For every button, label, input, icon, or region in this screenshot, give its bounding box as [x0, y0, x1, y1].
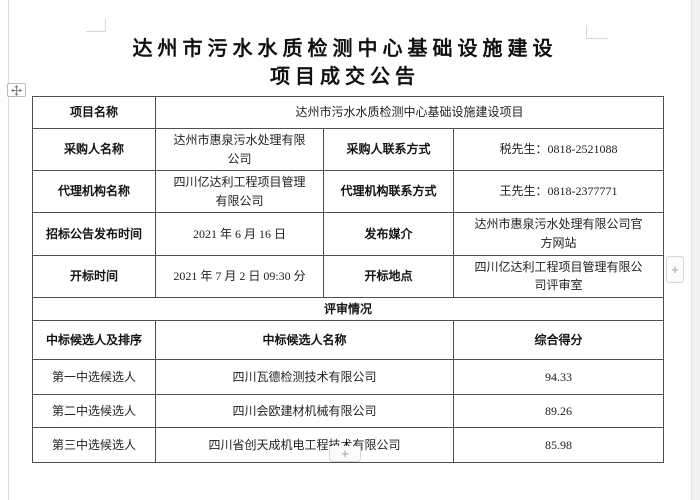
table-cell[interactable]: 第三中选候选人 — [32, 427, 156, 464]
table-row: 中标候选人及排序 中标候选人名称 综合得分 — [32, 320, 664, 361]
table-row: 开标时间 2021 年 7 月 2 日 09:30 分开标地点 四川亿达利工程项目管… — [32, 254, 664, 298]
table-row: 第一中选候选人 四川瓦德检测技术有限公司 94.33 — [32, 359, 664, 396]
table-cell[interactable]: 中标候选人及排序 — [32, 320, 156, 361]
add-row-button[interactable]: + — [329, 446, 361, 462]
table-cell[interactable]: 89.26 — [453, 394, 664, 429]
table-cell[interactable]: 王先生：0818-2377771 — [453, 170, 664, 214]
table-cell[interactable]: 四川省创天成机电工程技术有限公司 — [155, 427, 454, 464]
table-row: 招标公告发布时间 2021 年 6 月 16 日发布媒介 达州市惠泉污水处理有限公司… — [32, 212, 664, 256]
margin-mark-top-right — [586, 25, 587, 39]
document-title-line1[interactable]: 达州市污水水质检测中心基础设施建设 — [132, 38, 558, 60]
table-cell[interactable]: 综合得分 — [453, 320, 664, 361]
table-cell[interactable]: 开标地点 — [323, 254, 454, 298]
table-cell[interactable]: 达州市惠泉污水处理有限公司官方网站 — [453, 212, 664, 256]
table-cell[interactable]: 四川瓦德检测技术有限公司 — [155, 359, 454, 396]
table-cell[interactable]: 采购人联系方式 — [323, 127, 454, 172]
announcement-table[interactable]: 项目名称 达州市污水水质检测中心基础设施建设项目 采购人名称 达州市惠泉污水处理有限公… — [32, 96, 664, 464]
table-cell[interactable]: 开标时间 — [32, 254, 156, 298]
page-left-edge — [8, 0, 9, 500]
table-cell[interactable]: 94.33 — [453, 359, 664, 396]
table-row: 第二中选候选人 四川会欧建材机械有限公司 89.26 — [32, 394, 664, 429]
table-cell[interactable]: 代理机构联系方式 — [323, 170, 454, 214]
table-cell[interactable]: 四川亿达利工程项目管理有限公司 — [155, 170, 324, 214]
table-cell[interactable]: 达州市惠泉污水处理有限公司 — [155, 127, 324, 172]
canvas-right-gutter — [691, 0, 700, 500]
table-cell[interactable]: 采购人名称 — [32, 127, 156, 172]
table-cell[interactable]: 评审情况 — [32, 296, 664, 322]
table-cell[interactable]: 2021 年 7 月 2 日 09:30 分 — [155, 254, 324, 298]
table-cell[interactable]: 招标公告发布时间 — [32, 212, 156, 256]
table-row: 项目名称 达州市污水水质检测中心基础设施建设项目 — [32, 96, 664, 129]
table-cell[interactable]: 85.98 — [453, 427, 664, 464]
table-cell[interactable]: 发布媒介 — [323, 212, 454, 256]
table-cell[interactable]: 项目名称 — [32, 96, 156, 129]
margin-mark-top-left — [86, 31, 106, 32]
table-cell[interactable]: 四川亿达利工程项目管理有限公司评审室 — [453, 254, 664, 298]
document-title[interactable]: 达州市污水水质检测中心基础设施建设 项目成交公告 — [0, 35, 690, 91]
move-cross-icon — [11, 84, 22, 96]
table-cell[interactable]: 2021 年 6 月 16 日 — [155, 212, 324, 256]
table-row: 代理机构名称 四川亿达利工程项目管理有限公司 代理机构联系方式 王先生：0818-23… — [32, 170, 664, 214]
table-cell[interactable]: 第二中选候选人 — [32, 394, 156, 429]
table-row: 评审情况 — [32, 296, 664, 322]
margin-mark-top-left — [105, 19, 106, 32]
table-cell[interactable]: 代理机构名称 — [32, 170, 156, 214]
table-row: 采购人名称 达州市惠泉污水处理有限公司 采购人联系方式 税先生：0818-252108… — [32, 127, 664, 172]
table-cell[interactable]: 达州市污水水质检测中心基础设施建设项目 — [155, 96, 664, 129]
table-cell[interactable]: 中标候选人名称 — [155, 320, 454, 361]
table-move-handle[interactable] — [7, 83, 26, 97]
table-cell[interactable]: 税先生：0818-2521088 — [453, 127, 664, 172]
table-row: 第三中选候选人 四川省创天成机电工程技术有限公司 85.98 — [32, 427, 664, 464]
table-cell[interactable]: 四川会欧建材机械有限公司 — [155, 394, 454, 429]
add-column-button[interactable]: + — [666, 256, 684, 283]
document-title-line2[interactable]: 项目成交公告 — [270, 66, 420, 88]
table-cell[interactable]: 第一中选候选人 — [32, 359, 156, 396]
margin-mark-top-right — [586, 38, 608, 39]
